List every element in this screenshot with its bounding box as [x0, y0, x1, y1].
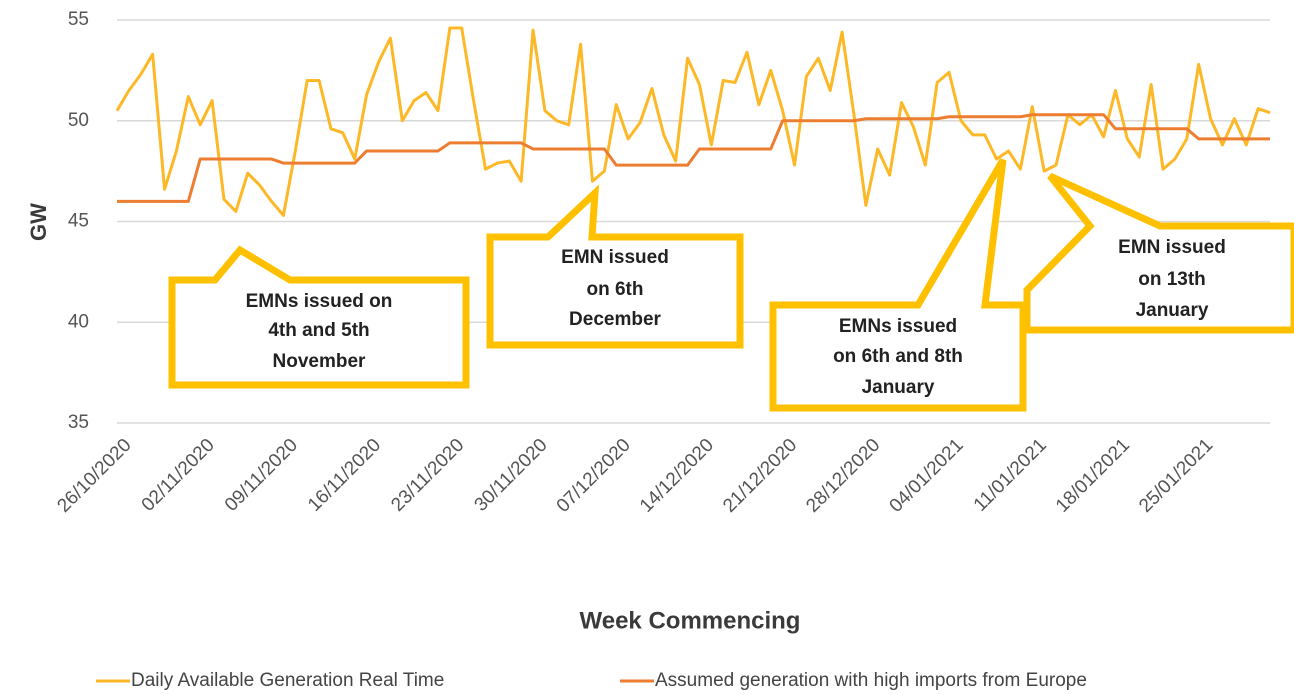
x-tick-label: 07/12/2020: [553, 435, 635, 517]
legend: Daily Available Generation Real Time Assu…: [96, 670, 1087, 691]
callout-box: [1023, 172, 1294, 334]
annotation: on 13th: [1138, 269, 1206, 290]
y-tick-label: 45: [68, 211, 89, 232]
annotation: EMN issued: [1118, 237, 1226, 258]
y-tick-label: 55: [68, 9, 89, 30]
x-tick-label: 18/01/2021: [1052, 435, 1134, 517]
lines: [115, 26, 1271, 217]
annotation: November: [273, 351, 367, 372]
x-tick-label: 02/11/2020: [138, 435, 219, 516]
x-axis-title: Week Commencing: [580, 607, 801, 634]
annotation: EMNs issued: [839, 316, 957, 337]
annotation: EMN issued: [561, 247, 669, 268]
y-tick-label: 40: [68, 311, 89, 332]
y-axis-title: GW: [26, 203, 51, 241]
annotation: EMNs issued on: [246, 291, 393, 312]
annotation: on 6th: [587, 279, 644, 300]
x-tick-label: 11/01/2021: [970, 435, 1051, 516]
annotation: December: [569, 309, 661, 330]
x-tick-label: 28/12/2020: [802, 435, 884, 517]
legend-label: Daily Available Generation Real Time: [131, 670, 444, 691]
annotation: January: [1136, 300, 1209, 321]
y-tick-label: 35: [68, 412, 89, 433]
series-line: [117, 113, 1270, 203]
x-tick-label: 04/01/2021: [886, 435, 968, 517]
x-tick-label: 30/11/2020: [471, 435, 552, 516]
callout-box: [168, 245, 470, 389]
x-tick-label: 16/11/2020: [304, 435, 385, 516]
x-tick-label: 23/11/2020: [387, 435, 468, 516]
annotation: 4th and 5th: [268, 320, 369, 341]
annotation: January: [862, 377, 935, 398]
x-tick-label: 14/12/2020: [636, 435, 718, 517]
x-tick-label: 26/10/2020: [53, 435, 135, 517]
callout-box: [486, 184, 744, 349]
callout-box: [769, 158, 1027, 412]
x-tick-label: 25/01/2021: [1135, 435, 1217, 517]
series-line: [115, 26, 1271, 217]
y-tick-label: 50: [68, 110, 89, 131]
annotation: on 6th and 8th: [833, 346, 963, 367]
x-tick-label: 09/11/2020: [221, 435, 302, 516]
x-tick-label: 21/12/2020: [719, 435, 801, 517]
legend-label: Assumed generation with high imports fro…: [655, 670, 1087, 691]
callouts: [168, 158, 1294, 412]
